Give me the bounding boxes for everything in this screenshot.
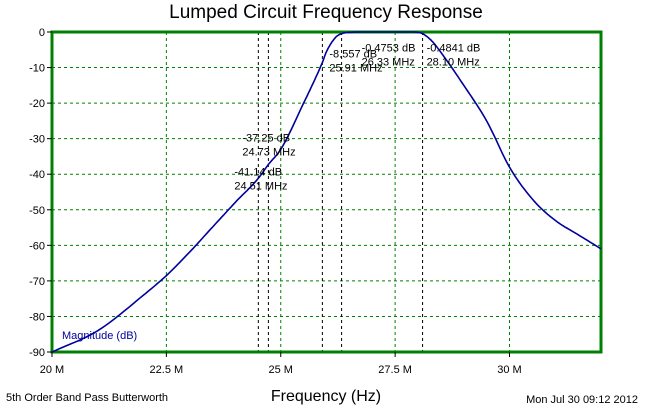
- marker-freq-label: 24.51 MHz: [234, 180, 287, 192]
- y-tick-label: -30: [29, 134, 45, 146]
- x-tick-label: 25 M: [269, 364, 293, 376]
- filter-description: 5th Order Band Pass Butterworth: [6, 392, 169, 404]
- x-tick-label: 27.5 M: [378, 364, 412, 376]
- marker-db-label: -37.25 dB: [242, 132, 290, 144]
- marker-db-label: -41.14 dB: [234, 166, 282, 178]
- y-tick-label: -20: [29, 98, 45, 110]
- series-label: Magnitude (dB): [62, 330, 137, 342]
- y-tick-label: -60: [29, 240, 45, 252]
- y-tick-label: -10: [29, 63, 45, 75]
- chart-title: Lumped Circuit Frequency Response: [169, 2, 483, 23]
- y-tick-label: -80: [29, 311, 45, 323]
- marker-freq-label: 25.91 MHz: [329, 62, 382, 74]
- x-tick-label: 22.5 M: [150, 364, 184, 376]
- marker-freq-label: 24.73 MHz: [242, 146, 295, 158]
- y-tick-label: 0: [39, 27, 45, 39]
- marker-freq-label: 28.10 MHz: [427, 57, 480, 69]
- marker-freq-label: 26.33 MHz: [362, 57, 415, 69]
- x-tick-label: 20 M: [40, 364, 64, 376]
- magnitude-trace: [51, 31, 602, 353]
- marker-db-label: -8.557 dB: [329, 48, 377, 60]
- y-tick-label: -40: [29, 169, 45, 181]
- y-tick-label: -90: [29, 347, 45, 359]
- x-axis-label: Frequency (Hz): [270, 388, 382, 405]
- timestamp: Mon Jul 30 09:12 2012: [526, 394, 638, 406]
- y-tick-label: -70: [29, 276, 45, 288]
- x-tick-label: 30 M: [497, 364, 521, 376]
- marker-db-label: -0.4753 dB: [362, 43, 416, 55]
- marker-db-label: -0.4841 dB: [427, 43, 481, 55]
- plot-frame: [50, 30, 603, 354]
- y-tick-label: -50: [29, 205, 45, 217]
